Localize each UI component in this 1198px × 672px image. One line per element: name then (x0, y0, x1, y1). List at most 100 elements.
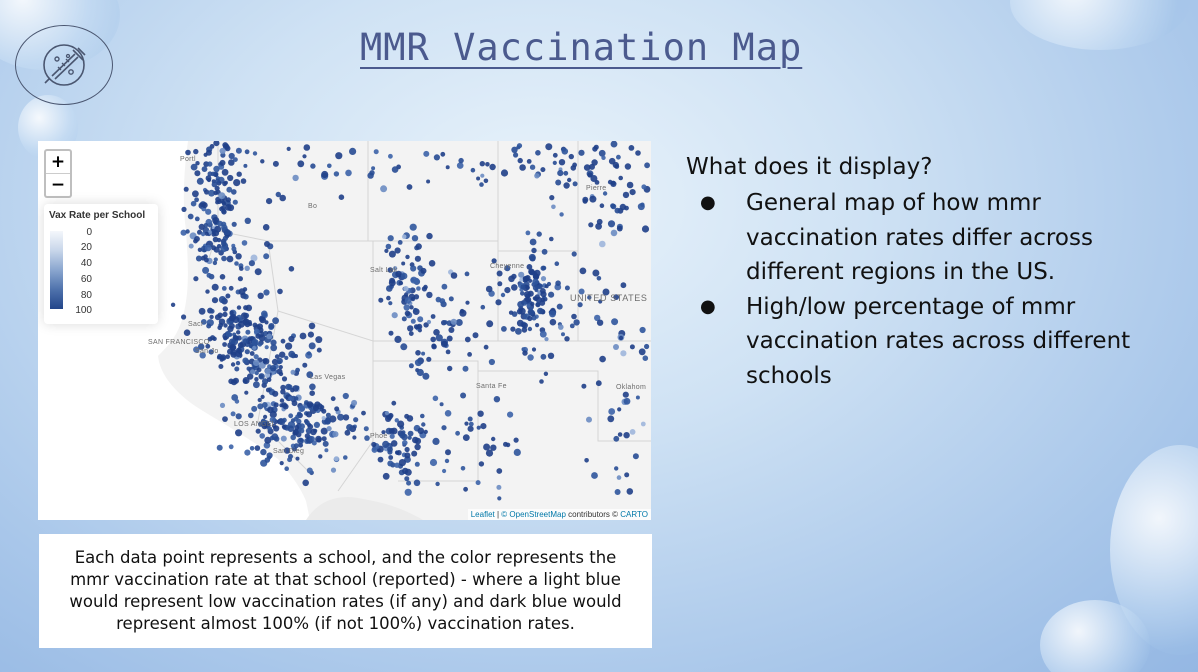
school-point (435, 296, 442, 303)
school-point (544, 337, 549, 342)
school-point (252, 322, 258, 328)
attribution-contributors: contributors © (568, 510, 619, 519)
school-point (583, 164, 591, 171)
school-point (407, 430, 414, 437)
school-point (581, 383, 587, 389)
school-point (282, 403, 289, 410)
school-point (253, 381, 260, 389)
school-point (245, 329, 251, 335)
school-point (387, 449, 393, 455)
school-point (526, 159, 532, 164)
school-point (527, 326, 533, 332)
school-point (467, 352, 472, 357)
school-point (491, 436, 496, 442)
school-point (269, 416, 276, 423)
zoom-out-button[interactable]: − (46, 173, 70, 196)
school-point (545, 143, 553, 151)
school-point (588, 222, 594, 228)
school-point (528, 268, 535, 275)
school-point (480, 173, 485, 178)
school-point (235, 253, 242, 260)
legend-tick: 0 (86, 227, 92, 238)
school-point (635, 395, 640, 400)
school-point (377, 456, 384, 463)
school-point (622, 191, 630, 199)
school-point (250, 254, 258, 262)
school-point (216, 444, 223, 451)
legend-tick: 100 (75, 305, 92, 316)
map-legend: Vax Rate per School 0 20 40 60 80 100 (44, 204, 158, 324)
zoom-in-button[interactable]: + (50, 152, 66, 172)
school-point (477, 410, 484, 417)
school-point (266, 333, 273, 340)
school-point (413, 294, 420, 300)
legend-tick: 80 (80, 290, 92, 301)
school-point (213, 141, 220, 147)
school-point (459, 308, 465, 314)
school-point (540, 265, 546, 271)
school-point (404, 446, 410, 453)
school-point (194, 170, 201, 177)
school-point (259, 316, 266, 324)
school-point (513, 448, 521, 456)
school-point (266, 377, 272, 382)
zoom-control: + − (44, 149, 72, 198)
vaccination-map[interactable]: Portl Bo Salt Lak Cheyenne UNITED STATES… (38, 141, 651, 520)
school-point (248, 260, 255, 267)
school-point (235, 360, 241, 366)
school-point (295, 385, 300, 390)
school-point (233, 179, 241, 187)
osm-link[interactable]: © OpenStreetMap (501, 510, 566, 519)
school-point (450, 318, 457, 325)
school-point (298, 428, 305, 434)
school-point (596, 319, 604, 326)
school-point (218, 364, 224, 369)
school-point (622, 391, 629, 398)
school-point (400, 343, 408, 351)
school-point (293, 396, 299, 401)
school-point (554, 261, 560, 266)
school-point (485, 285, 493, 293)
school-point (193, 276, 199, 282)
school-point (306, 467, 313, 474)
school-point (564, 285, 570, 291)
school-point (279, 194, 286, 202)
leaflet-link[interactable]: Leaflet (470, 510, 495, 519)
school-point (638, 348, 646, 356)
school-point (309, 436, 315, 442)
school-point (416, 286, 421, 291)
school-point (205, 343, 211, 349)
school-point (180, 229, 187, 236)
school-point (367, 172, 374, 179)
school-point (563, 170, 569, 176)
school-point (489, 163, 496, 171)
school-point (507, 411, 514, 418)
school-point (235, 429, 243, 437)
school-point (406, 415, 414, 422)
school-point (261, 402, 268, 408)
school-point (496, 468, 503, 474)
school-point (479, 161, 485, 167)
school-point (197, 229, 202, 235)
school-point (280, 389, 286, 395)
school-point (531, 247, 537, 254)
school-point (313, 428, 318, 433)
school-point (405, 254, 410, 260)
school-point (243, 163, 248, 168)
map-label-sacramento: Sacr (188, 321, 204, 328)
school-point (242, 338, 249, 344)
carto-link[interactable]: CARTO (620, 510, 648, 519)
school-point (428, 260, 436, 267)
school-point (388, 455, 394, 460)
school-point (264, 241, 270, 247)
school-point (244, 149, 250, 155)
school-point (231, 246, 237, 252)
school-point (190, 163, 198, 171)
school-point (385, 415, 392, 422)
school-point (228, 338, 236, 345)
school-point (617, 432, 623, 437)
caption-text: Each data point represents a school, and… (69, 548, 622, 633)
school-point (330, 396, 336, 402)
school-point (223, 336, 228, 341)
school-point (490, 444, 497, 451)
